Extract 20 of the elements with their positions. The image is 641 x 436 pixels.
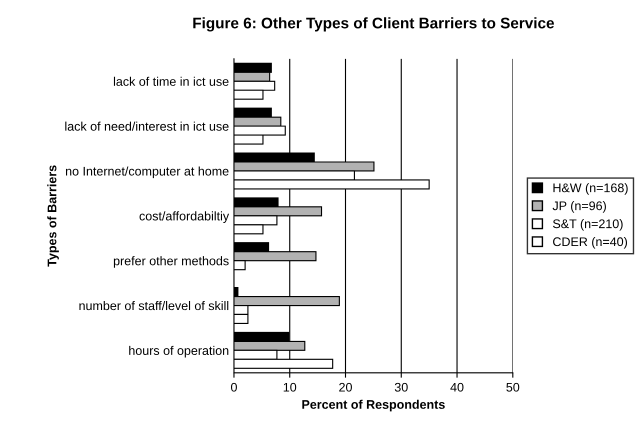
y-tick-label: number of staff/level of skill	[79, 300, 228, 310]
x-axis-title: Percent of Respondents	[302, 400, 445, 412]
x-tick-label: 50	[506, 382, 520, 392]
y-tick-label: no Internet/computer at home	[66, 166, 229, 178]
y-tick-label: lack of need/interest in ict use	[65, 122, 229, 131]
y-axis-title: Types of Barriers	[47, 165, 59, 267]
legend-label: JP (n=96)	[552, 201, 606, 213]
legend-label: H&W (n=168)	[553, 183, 628, 195]
x-tick-label: 10	[284, 382, 296, 392]
y-tick-label: cost/affordabiltiy	[140, 211, 230, 223]
y-tick-label: prefer other methods	[114, 256, 229, 268]
legend-label: CDER (n=40)	[553, 236, 628, 249]
x-tick-label: 40	[450, 382, 464, 392]
x-tick-label: 20	[339, 382, 352, 392]
x-tick-label: 0	[230, 382, 237, 392]
legend-label: S&T (n=210)	[552, 219, 623, 231]
x-tick-label: 30	[394, 382, 408, 392]
chart-title: Figure 6: Other Types of Client Barriers to Service	[193, 17, 554, 32]
y-tick-label: lack of time in ict use	[114, 76, 229, 86]
y-tick-label: hours of operation	[129, 346, 228, 358]
